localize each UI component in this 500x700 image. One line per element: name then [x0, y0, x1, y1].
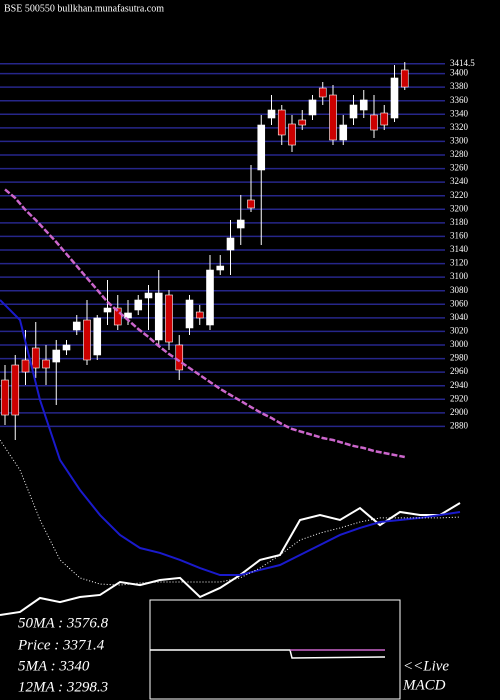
- moving-average: [4, 188, 405, 459]
- macd-label: <<Live: [403, 658, 449, 674]
- candle-body: [93, 317, 102, 356]
- candle-body: [175, 344, 184, 371]
- candle-body: [370, 114, 378, 131]
- info-text: Price : 3371.4: [17, 637, 105, 653]
- info-text: 12MA : 3298.3: [18, 679, 108, 695]
- candle-body: [247, 199, 255, 209]
- candle-body: [124, 312, 132, 319]
- y-tick-label: 3360: [450, 95, 469, 105]
- candle-body: [206, 269, 214, 326]
- candle-body: [31, 347, 40, 369]
- candle-body: [390, 77, 399, 119]
- y-tick-label: 3040: [450, 312, 469, 322]
- candle-body: [134, 299, 143, 311]
- candle-body: [277, 109, 286, 136]
- y-tick-label: 3340: [450, 108, 469, 118]
- candle-body: [236, 219, 245, 229]
- y-tick-label: 3120: [450, 258, 469, 268]
- y-tick-label: 3140: [450, 244, 469, 254]
- candle-body: [257, 124, 266, 171]
- candle-body: [380, 112, 389, 126]
- y-tick-label: 3220: [450, 190, 469, 200]
- y-tick-label: 2880: [450, 420, 469, 430]
- candle-body: [42, 359, 50, 369]
- y-tick-label: 2900: [450, 407, 469, 417]
- y-tick-label: 3000: [450, 339, 469, 349]
- indicator-line: [0, 502, 461, 616]
- candle-body: [52, 349, 61, 363]
- candle-body: [83, 319, 91, 361]
- y-tick-label: 3400: [450, 68, 469, 78]
- candle-body: [1, 379, 9, 416]
- y-tick-label: 3320: [450, 122, 469, 132]
- y-tick-label: 2940: [450, 380, 469, 390]
- indicator-line: [0, 299, 461, 577]
- candle-body: [329, 94, 337, 141]
- info-text: 50MA : 3576.8: [18, 615, 109, 631]
- candle-body: [308, 99, 317, 116]
- candle-body: [21, 359, 30, 373]
- indicator-line: [0, 439, 461, 586]
- y-tick-label: 3300: [450, 135, 469, 145]
- candle-body: [103, 307, 112, 313]
- candle-body: [359, 99, 368, 111]
- y-tick-label: 3280: [450, 149, 469, 159]
- candle-body: [72, 321, 81, 331]
- y-tick-label: 3020: [450, 325, 469, 335]
- y-tick-label: 3160: [450, 230, 469, 240]
- candle-body: [288, 123, 296, 146]
- y-tick-label: 3200: [450, 203, 469, 213]
- y-tick-label: 3414.5: [450, 58, 475, 68]
- candle-body: [144, 292, 153, 299]
- y-tick-label: 2980: [450, 353, 469, 363]
- y-tick-label: 3100: [450, 271, 469, 281]
- y-tick-label: 3080: [450, 285, 469, 295]
- info-text: 5MA : 3340: [18, 658, 90, 674]
- candle-body: [216, 265, 225, 271]
- y-tick-label: 2920: [450, 393, 469, 403]
- candle-body: [400, 69, 409, 88]
- candle-body: [62, 344, 71, 351]
- candle-body: [298, 119, 307, 126]
- candle-body: [165, 294, 173, 343]
- y-tick-label: 3260: [450, 163, 469, 173]
- y-tick-label: 3180: [450, 217, 469, 227]
- candle-body: [11, 364, 20, 416]
- candle-body: [195, 311, 204, 319]
- y-tick-label: 3380: [450, 81, 469, 91]
- candle-body: [349, 104, 358, 119]
- chart-title: BSE 500550 bullkhan.munafasutra.com: [4, 3, 164, 14]
- candle-body: [226, 237, 235, 251]
- candle-body: [185, 299, 194, 329]
- y-tick-label: 2960: [450, 366, 469, 376]
- candle-body: [154, 292, 163, 341]
- candle-body: [318, 87, 327, 98]
- candle-body: [113, 307, 122, 326]
- macd-label: MACD: [402, 677, 446, 693]
- candle-body: [339, 124, 348, 141]
- macd-line: [150, 649, 386, 659]
- y-tick-label: 3240: [450, 176, 469, 186]
- y-tick-label: 3060: [450, 298, 469, 308]
- candle-body: [267, 109, 276, 119]
